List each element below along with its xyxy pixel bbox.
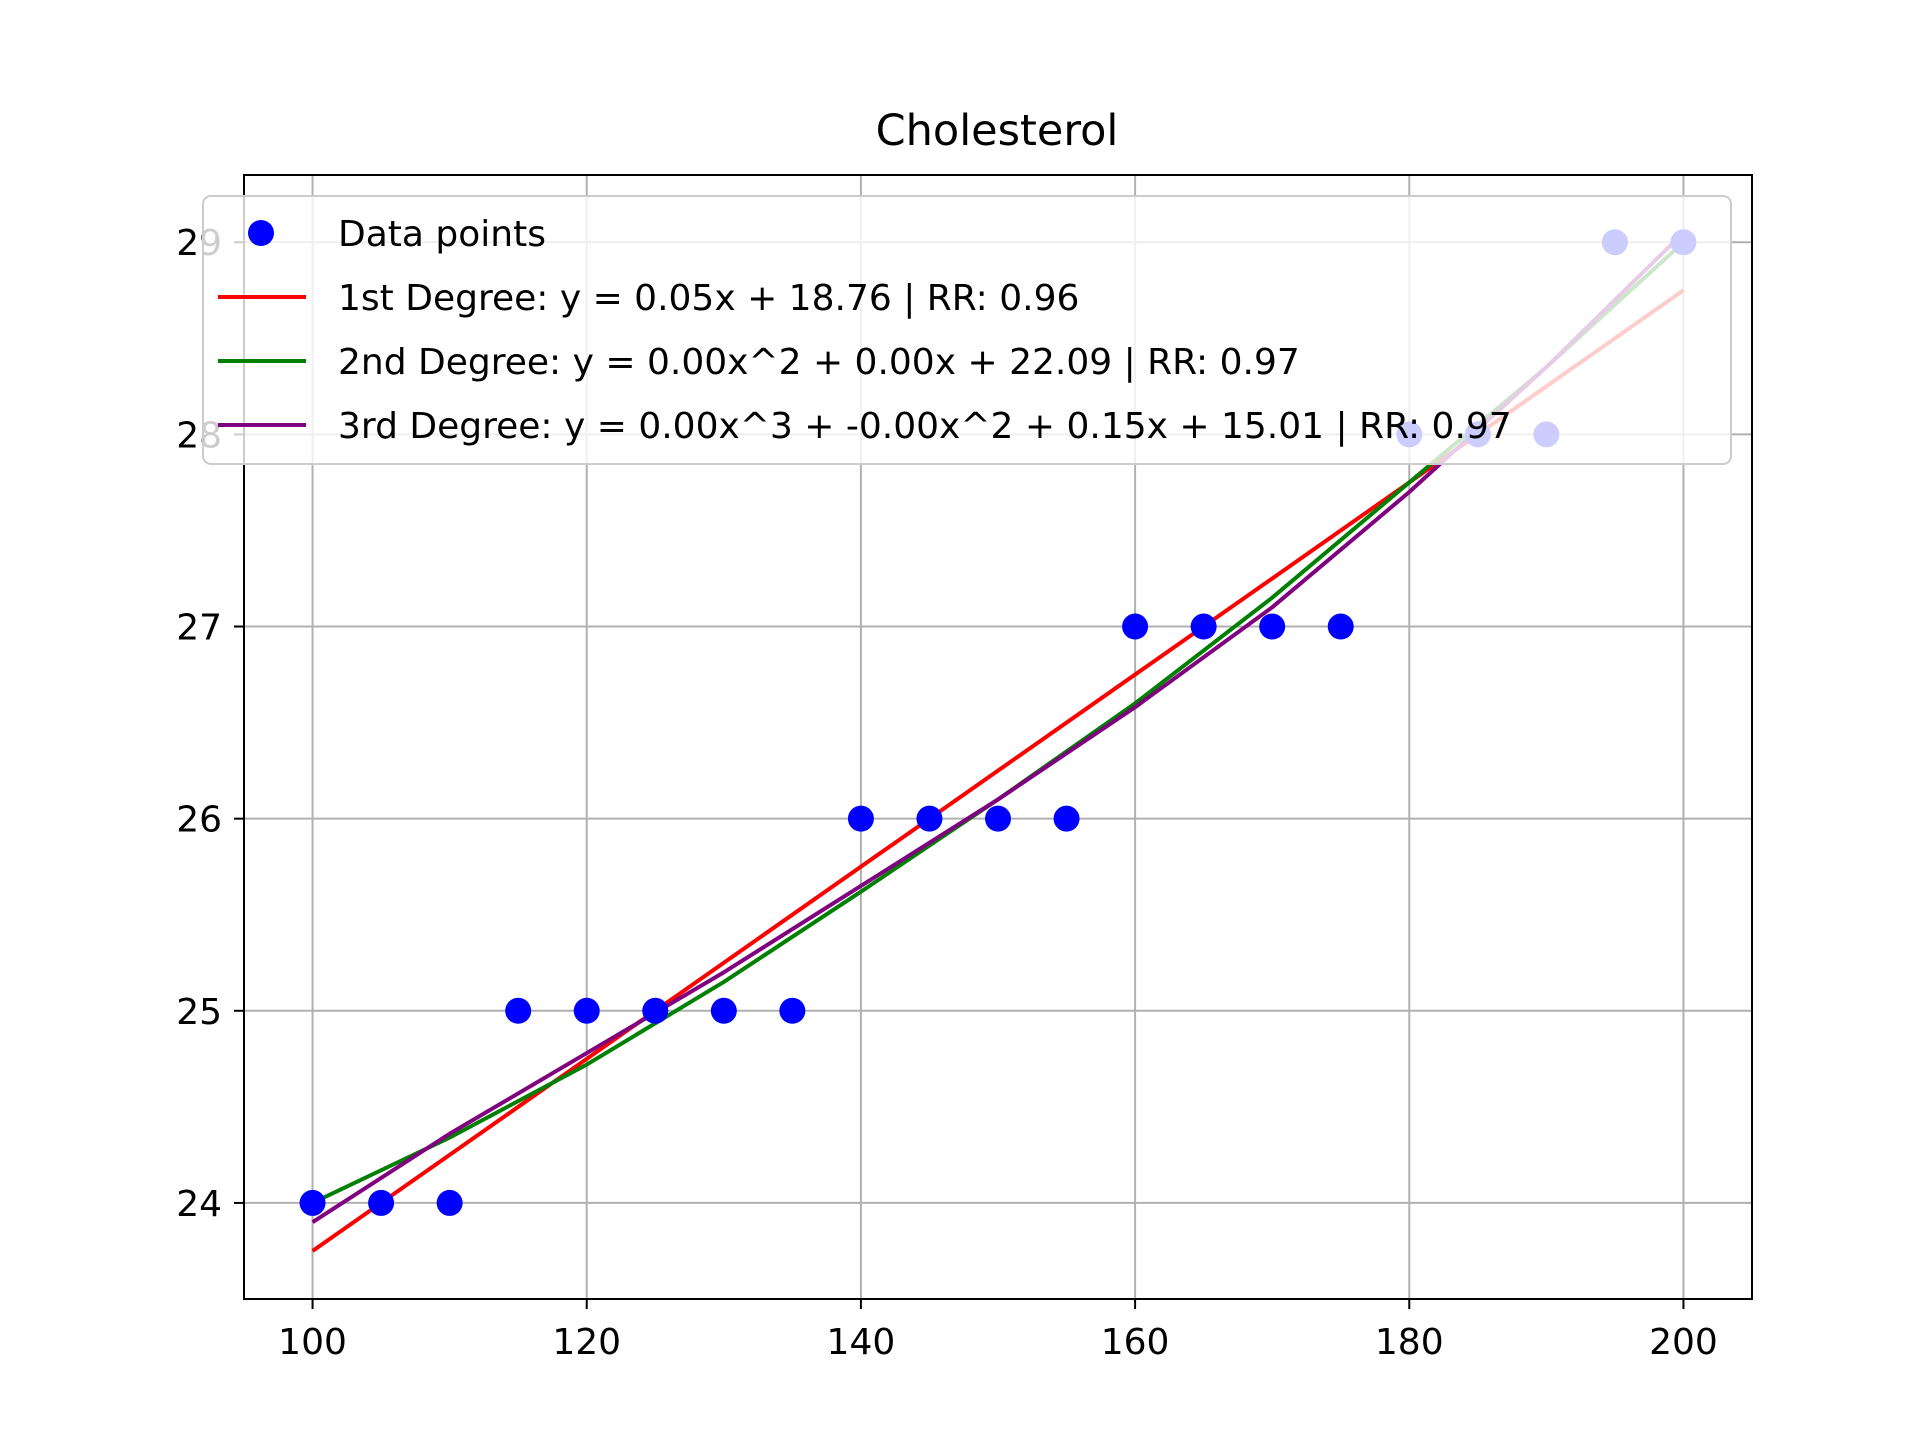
data-point (847, 805, 874, 832)
legend: Data points 1st Degree: y = 0.05x + 18.76… (202, 195, 1732, 465)
data-point (642, 997, 669, 1024)
x-tick-label: 160 (1101, 1322, 1170, 1363)
y-tick-label: 24 (176, 1184, 222, 1225)
legend-label-degree-3: 3rd Degree: y = 0.00x^3 + -0.00x^2 + 0.1… (338, 406, 1512, 447)
x-tick-label: 200 (1649, 1322, 1718, 1363)
legend-label-degree-2: 2nd Degree: y = 0.00x^2 + 0.00x + 22.09 … (338, 342, 1300, 383)
data-point (779, 997, 806, 1024)
x-tick-label: 180 (1375, 1322, 1444, 1363)
data-point (1053, 805, 1080, 832)
legend-marker-data-points (248, 220, 274, 246)
x-tick-label: 120 (552, 1322, 621, 1363)
data-point (299, 1189, 326, 1216)
chart-title: Cholesterol (876, 106, 1119, 156)
data-point (368, 1189, 395, 1216)
x-tick-label: 140 (827, 1322, 896, 1363)
data-point (1259, 613, 1286, 640)
data-point (505, 997, 532, 1024)
data-point (436, 1189, 463, 1216)
y-tick-label: 25 (176, 992, 222, 1033)
data-point (916, 805, 943, 832)
y-tick-label: 27 (176, 608, 222, 649)
y-tick-label: 26 (176, 800, 222, 841)
x-tick-label: 100 (278, 1322, 347, 1363)
data-point (1190, 613, 1217, 640)
data-point (710, 997, 737, 1024)
data-point (1327, 613, 1354, 640)
legend-box (202, 195, 1732, 465)
data-point (1122, 613, 1149, 640)
plot-frame (243, 174, 1753, 1300)
legend-label-data-points: Data points (338, 214, 546, 255)
data-point (985, 805, 1011, 832)
legend-label-degree-1: 1st Degree: y = 0.05x + 18.76 | RR: 0.96 (338, 278, 1079, 319)
data-point (573, 997, 600, 1024)
